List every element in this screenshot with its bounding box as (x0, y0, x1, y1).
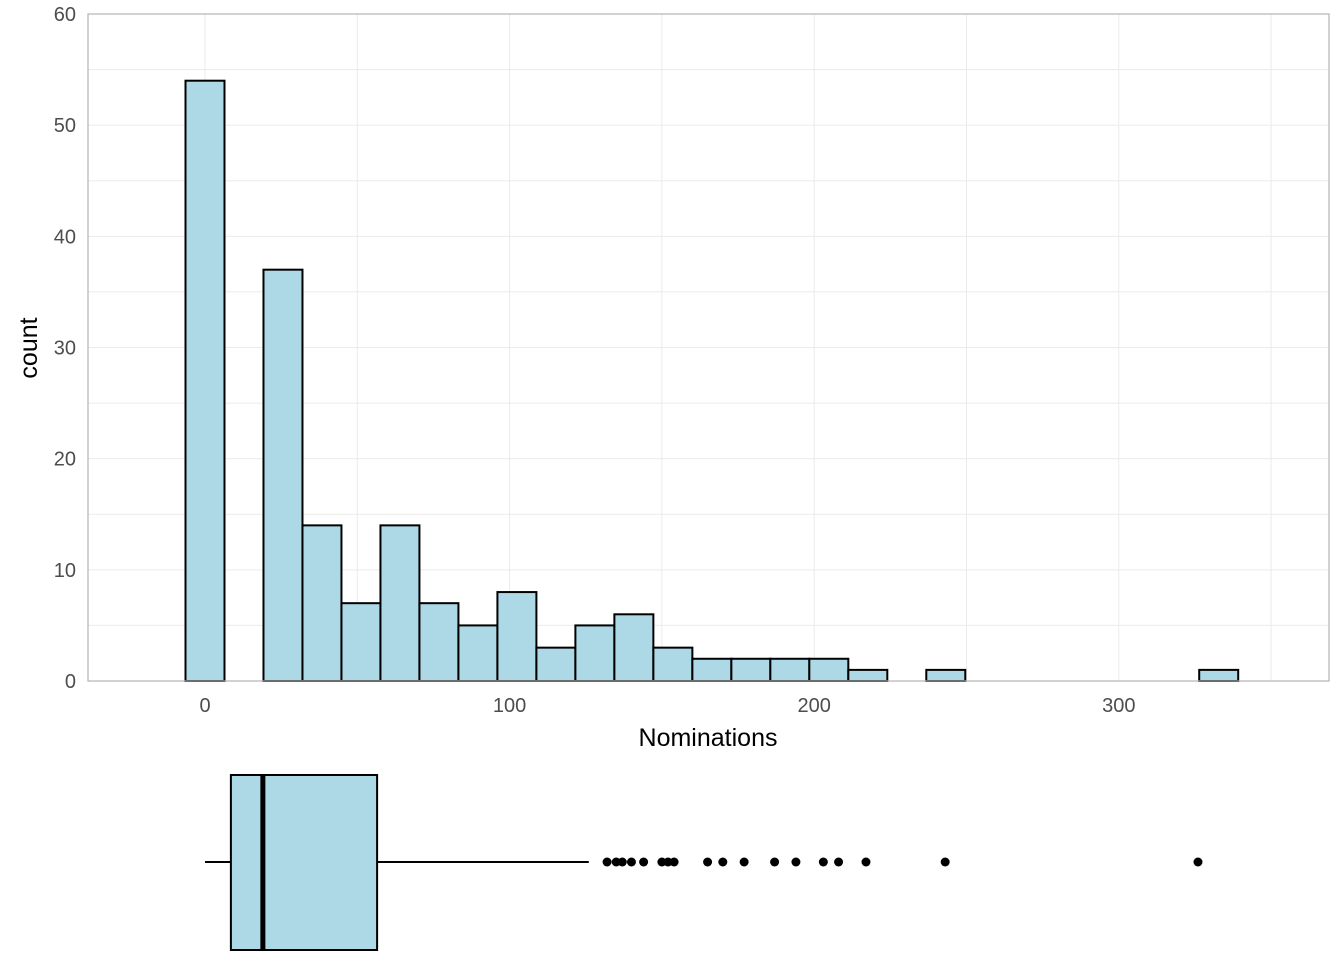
boxplot-outlier-point (861, 857, 871, 867)
boxplot-outlier-point (739, 857, 749, 867)
histogram-bar (418, 602, 460, 683)
y-tick-label: 40 (54, 226, 76, 248)
boxplot-outlier-point (617, 857, 627, 867)
histogram-bar (652, 646, 694, 683)
histogram-bar (808, 657, 850, 682)
y-axis-title: count (15, 317, 43, 378)
x-tick-labels: 0 100 200 300 (199, 695, 1135, 717)
y-tick-label: 50 (54, 115, 76, 137)
x-tick-label: 300 (1102, 695, 1135, 717)
boxplot-outlier-point (1193, 857, 1203, 867)
boxplot-outlier-point (669, 857, 679, 867)
boxplot-outlier-point (834, 857, 844, 867)
boxplot-outlier-point (791, 857, 801, 867)
boxplot-box (229, 774, 379, 951)
y-tick-label: 30 (54, 338, 76, 360)
y-tick-label: 20 (54, 449, 76, 471)
x-tick-label: 100 (493, 695, 526, 717)
histogram-bar (301, 524, 343, 682)
x-axis-title: Nominations (639, 724, 778, 752)
boxplot-outlier-point (639, 857, 649, 867)
boxplot-outlier-point (703, 857, 713, 867)
histogram-bar (574, 624, 616, 683)
histogram-bar (691, 657, 733, 682)
histogram-bar (496, 591, 538, 682)
histogram-bar (613, 613, 655, 682)
x-tick-label: 0 (199, 695, 210, 717)
x-tick-label: 200 (798, 695, 831, 717)
histogram-bar (262, 268, 304, 682)
histogram-bar (1198, 668, 1240, 683)
histogram-bar (847, 668, 889, 683)
histogram-bar (925, 668, 967, 683)
histogram-bars (184, 79, 1240, 683)
histogram-bar (457, 624, 499, 683)
y-tick-label: 60 (54, 4, 76, 26)
y-tick-label: 0 (65, 671, 76, 693)
panel-border (87, 13, 1330, 682)
boxplot (205, 774, 1203, 951)
histogram-bar (535, 646, 577, 683)
y-tick-labels: 0 10 20 30 40 50 60 (54, 4, 76, 693)
boxplot-outlier-point (770, 857, 780, 867)
boxplot-outlier-point (940, 857, 950, 867)
boxplot-outlier-point (626, 857, 636, 867)
boxplot-outlier-point (602, 857, 612, 867)
boxplot-outlier-point (718, 857, 728, 867)
histogram-bar (379, 524, 421, 682)
boxplot-outlier-point (818, 857, 828, 867)
histogram-bar (184, 79, 226, 682)
histogram-bar (769, 657, 811, 682)
histogram-bar (730, 657, 772, 682)
histogram-bar (340, 602, 382, 683)
y-tick-label: 10 (54, 560, 76, 582)
